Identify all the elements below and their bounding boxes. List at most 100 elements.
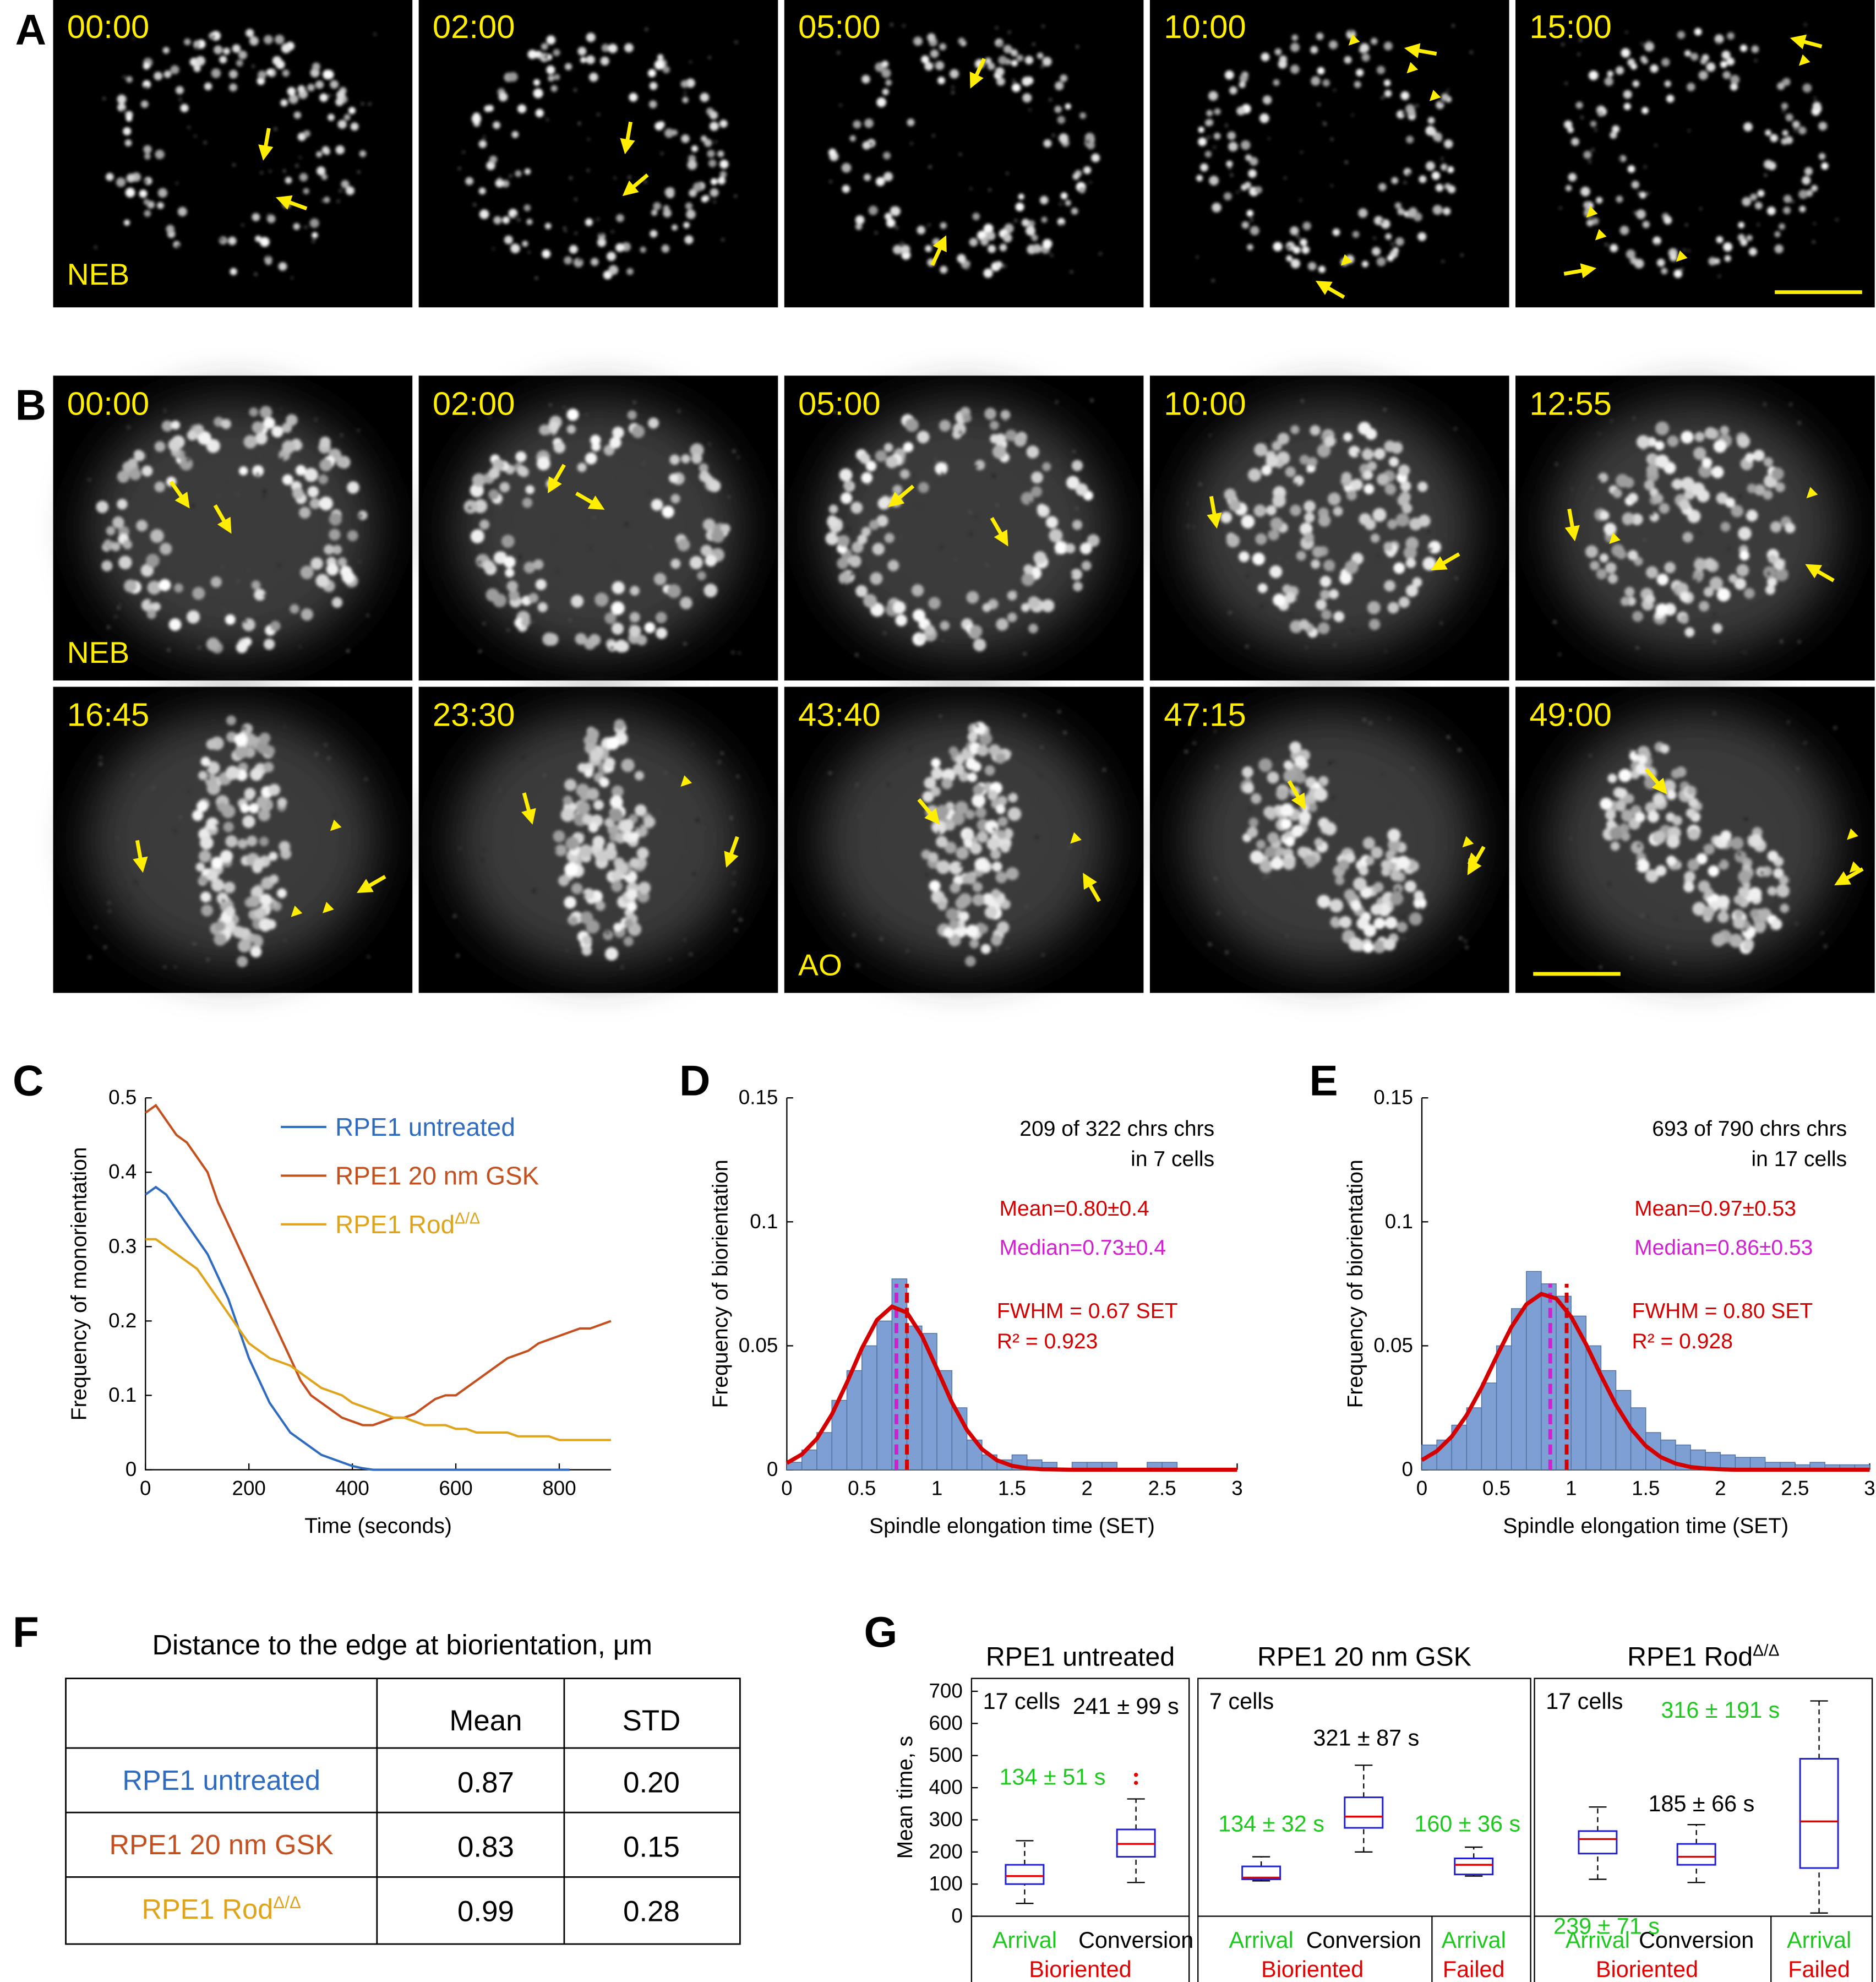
arrow-head (258, 144, 274, 161)
background-speckle (581, 893, 586, 897)
background-speckle (1763, 402, 1767, 406)
chromosome (1032, 244, 1042, 254)
chromosome (586, 728, 599, 741)
background-speckle (301, 443, 306, 448)
background-speckle (259, 171, 264, 175)
chromosome (984, 57, 992, 64)
background-speckle (886, 782, 891, 787)
chromosome (537, 602, 548, 612)
chromosome (917, 226, 926, 235)
background-speckle (1278, 556, 1282, 560)
background-speckle (1745, 834, 1749, 838)
background-speckle (482, 622, 486, 626)
arrow-head (1083, 873, 1097, 890)
chromosome (1720, 521, 1731, 532)
chromosome (301, 608, 313, 621)
chromosome (1612, 488, 1622, 498)
chromosome (225, 835, 238, 848)
chromosome (329, 513, 342, 526)
chromosome (206, 869, 219, 882)
arrow-head (932, 235, 947, 253)
chromosome (1697, 489, 1710, 503)
chromosome (542, 249, 551, 259)
chromosome (1352, 231, 1360, 238)
chromosome (966, 924, 979, 938)
chromosome (1812, 101, 1822, 111)
chromosome (1239, 551, 1250, 562)
background-speckle (518, 555, 522, 559)
chromosome (1414, 890, 1424, 901)
box (1005, 1864, 1045, 1885)
chromosome (536, 456, 550, 471)
chromosome (1571, 138, 1579, 146)
background-speckle (657, 880, 661, 884)
background-speckle (1713, 711, 1717, 716)
frame-tag: NEB (67, 635, 129, 669)
chromosome (269, 874, 279, 884)
chromosome (837, 535, 850, 547)
chromosome (710, 188, 719, 197)
background-speckle (574, 231, 578, 236)
background-speckle (1333, 88, 1337, 92)
chromosome (1270, 857, 1284, 870)
background-speckle (1088, 180, 1093, 184)
background-speckle (1642, 449, 1646, 453)
chromosome (292, 487, 304, 499)
annotation: 185 ± 66 s (1648, 1791, 1754, 1816)
chromosome (1021, 573, 1035, 586)
background-speckle (163, 409, 167, 413)
background-speckle (1005, 946, 1010, 950)
chromosome (264, 255, 272, 264)
chromosome (1332, 228, 1340, 236)
chromosome (624, 918, 634, 928)
chromosome (266, 214, 276, 224)
chromosome (347, 530, 358, 541)
chromosome (1722, 71, 1731, 79)
chromosome (613, 923, 623, 932)
background-speckle (144, 179, 149, 184)
chromosome (323, 197, 330, 203)
background-speckle (186, 458, 190, 462)
background-speckle (282, 169, 287, 173)
chromosome (1220, 511, 1233, 524)
chromosome (307, 486, 319, 498)
chromosome (1655, 421, 1670, 435)
background-speckle (938, 714, 942, 718)
chromosome (1294, 755, 1306, 767)
chromosome (1042, 57, 1052, 67)
chromosome (1267, 832, 1279, 844)
chromosome (234, 745, 248, 759)
background-speckle (1336, 438, 1340, 443)
background-speckle (969, 187, 973, 190)
background-speckle (585, 413, 589, 417)
box (1799, 1758, 1839, 1869)
background-speckle (683, 91, 687, 95)
chromosome (689, 556, 703, 569)
y-tick-label: 0.1 (108, 1384, 137, 1406)
background-speckle (1294, 482, 1299, 486)
background-speckle (1215, 765, 1219, 769)
chromosome (486, 588, 499, 602)
chromosome (1011, 83, 1021, 92)
background-speckle (992, 827, 996, 831)
background-speckle (1060, 222, 1064, 227)
chromosome (582, 935, 592, 945)
chromosome (957, 254, 966, 263)
chromosome (1236, 106, 1246, 116)
background-speckle (211, 35, 216, 39)
chromosome (558, 875, 570, 886)
arrowhead (323, 902, 334, 913)
chromosome (123, 219, 130, 226)
background-speckle (1561, 42, 1565, 47)
chromosome (599, 777, 609, 788)
chromosome (1731, 505, 1743, 518)
section-label: Bioriented (1261, 1957, 1364, 1982)
chromosome (1798, 189, 1808, 199)
chromosome (1780, 903, 1790, 913)
background-speckle (195, 46, 199, 50)
chromosome (604, 612, 617, 624)
chromosome (216, 892, 228, 904)
chromosome (580, 57, 587, 63)
background-speckle (1794, 922, 1798, 926)
table-title: Distance to the edge at biorientation, μ… (152, 1629, 652, 1660)
